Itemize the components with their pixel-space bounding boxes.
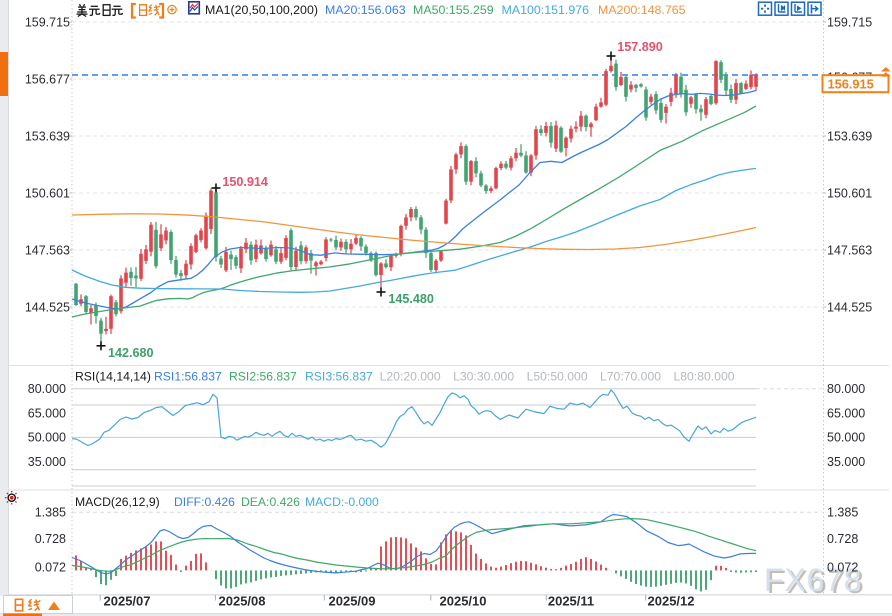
svg-text:RSI1:56.837: RSI1:56.837 bbox=[154, 370, 222, 384]
svg-text:2025/10: 2025/10 bbox=[440, 594, 487, 609]
svg-text:142.680: 142.680 bbox=[108, 346, 154, 360]
svg-text:0.728: 0.728 bbox=[35, 532, 66, 546]
svg-text:145.480: 145.480 bbox=[388, 292, 434, 306]
svg-text:MA100:151.976: MA100:151.976 bbox=[502, 3, 590, 17]
svg-text:DEA:0.426: DEA:0.426 bbox=[241, 495, 300, 509]
svg-text:MACD(26,12,9): MACD(26,12,9) bbox=[75, 495, 160, 509]
svg-text:L30:30.000: L30:30.000 bbox=[453, 370, 514, 384]
svg-text:0.072: 0.072 bbox=[35, 561, 66, 575]
svg-text:L80:80.000: L80:80.000 bbox=[674, 370, 735, 384]
svg-text:RSI3:56.837: RSI3:56.837 bbox=[305, 370, 373, 384]
svg-text:150.601: 150.601 bbox=[25, 186, 70, 200]
svg-text:65.000: 65.000 bbox=[827, 406, 865, 420]
svg-text:MA200:148.765: MA200:148.765 bbox=[598, 3, 686, 17]
svg-text:144.525: 144.525 bbox=[25, 300, 70, 314]
svg-text:MA1(20,50,100,200): MA1(20,50,100,200) bbox=[205, 3, 318, 17]
svg-text:2025/07: 2025/07 bbox=[104, 594, 151, 609]
svg-text:147.563: 147.563 bbox=[25, 243, 70, 257]
svg-text:50.000: 50.000 bbox=[827, 431, 865, 445]
svg-text:MA20:156.063: MA20:156.063 bbox=[325, 3, 406, 17]
svg-text:153.639: 153.639 bbox=[25, 129, 70, 143]
svg-text:MA50:155.259: MA50:155.259 bbox=[413, 3, 494, 17]
svg-text:156.677: 156.677 bbox=[25, 72, 70, 86]
svg-text:0.072: 0.072 bbox=[827, 561, 858, 575]
svg-text:L50:50.000: L50:50.000 bbox=[527, 370, 588, 384]
svg-text:80.000: 80.000 bbox=[28, 382, 66, 396]
svg-text:1.385: 1.385 bbox=[827, 506, 858, 520]
svg-text:2025/12: 2025/12 bbox=[648, 594, 695, 609]
svg-text:FX678: FX678 bbox=[767, 564, 865, 600]
svg-text:2025/11: 2025/11 bbox=[548, 594, 594, 609]
svg-text:80.000: 80.000 bbox=[827, 382, 865, 396]
svg-text:159.715: 159.715 bbox=[25, 15, 70, 29]
svg-text:0.728: 0.728 bbox=[827, 532, 858, 546]
svg-text:157.890: 157.890 bbox=[617, 40, 663, 54]
svg-text:156.915: 156.915 bbox=[828, 76, 874, 91]
svg-text:144.525: 144.525 bbox=[827, 300, 872, 314]
svg-text:35.000: 35.000 bbox=[28, 455, 66, 469]
svg-text:2025/09: 2025/09 bbox=[329, 594, 376, 609]
svg-text:159.715: 159.715 bbox=[827, 15, 872, 29]
svg-text:MACD:-0.000: MACD:-0.000 bbox=[305, 495, 379, 509]
svg-text:L20:20.000: L20:20.000 bbox=[380, 370, 441, 384]
svg-text:153.639: 153.639 bbox=[827, 129, 872, 143]
svg-text:50.000: 50.000 bbox=[28, 431, 66, 445]
svg-text:2025/08: 2025/08 bbox=[219, 594, 266, 609]
svg-text:65.000: 65.000 bbox=[28, 406, 66, 420]
svg-text:150.914: 150.914 bbox=[222, 175, 268, 189]
svg-text:RSI(14,14,14): RSI(14,14,14) bbox=[75, 370, 151, 384]
svg-text:FX678: FX678 bbox=[764, 562, 862, 598]
svg-text:150.601: 150.601 bbox=[827, 186, 872, 200]
svg-text:L70:70.000: L70:70.000 bbox=[600, 370, 661, 384]
svg-text:1.385: 1.385 bbox=[35, 506, 66, 520]
svg-text:RSI2:56.837: RSI2:56.837 bbox=[229, 370, 297, 384]
svg-text:35.000: 35.000 bbox=[827, 455, 865, 469]
svg-text:DIFF:0.426: DIFF:0.426 bbox=[174, 495, 235, 509]
svg-text:147.563: 147.563 bbox=[827, 243, 872, 257]
